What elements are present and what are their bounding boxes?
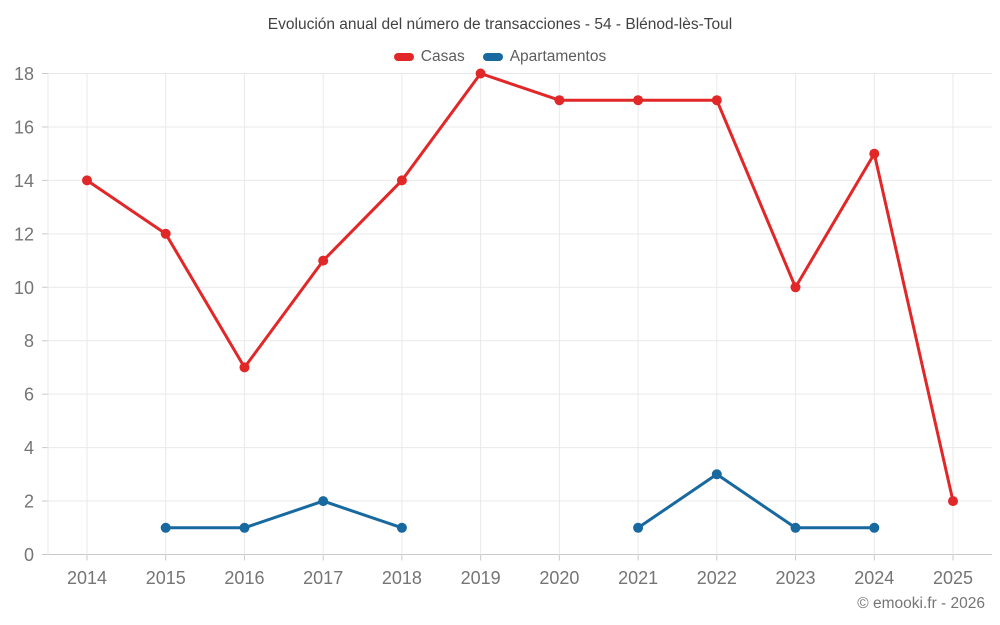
apartamentos-line: [164, 472, 876, 530]
casas-point-2017[interactable]: [318, 255, 329, 266]
casas-line: [85, 72, 955, 503]
casas-point-2018[interactable]: [396, 175, 407, 186]
legend-label-casas: Casas: [420, 48, 465, 65]
apartamentos-point-2024[interactable]: [869, 522, 880, 533]
x-axis-label: 2016: [224, 568, 264, 588]
x-axis-label: 2023: [776, 568, 816, 588]
copyright-text: © emooki.fr - 2026: [857, 595, 985, 612]
apartamentos-point-2021[interactable]: [633, 522, 644, 533]
apartamentos-point-2022[interactable]: [711, 469, 722, 480]
casas-point-2023[interactable]: [790, 282, 801, 293]
chart-legend: Casas Apartamentos: [0, 47, 1000, 67]
apartamentos-point-2018[interactable]: [396, 522, 407, 533]
x-axis-label: 2024: [854, 568, 894, 588]
apartamentos-point-2017[interactable]: [318, 496, 329, 507]
apartamentos-point-2015[interactable]: [160, 522, 171, 533]
casas-point-2022[interactable]: [711, 95, 722, 106]
casas-point-2014[interactable]: [82, 175, 92, 186]
y-axis-label: 8: [24, 331, 34, 351]
casas-swatch-icon: [393, 53, 414, 61]
casas-point-2016[interactable]: [239, 362, 250, 373]
casas-point-2024[interactable]: [869, 148, 880, 159]
x-axis-label: 2020: [539, 568, 579, 588]
casas-point-2019[interactable]: [475, 68, 486, 79]
x-axis-label: 2021: [618, 568, 658, 588]
x-axis-label: 2015: [146, 568, 186, 588]
x-axis-label: 2014: [67, 568, 107, 588]
y-axis-label: 18: [14, 64, 34, 84]
apartamentos-swatch-icon: [482, 53, 503, 61]
x-axis-label: 2025: [933, 568, 973, 588]
casas-point-2020[interactable]: [554, 95, 565, 106]
legend-item-casas[interactable]: Casas: [393, 48, 465, 66]
y-axis-label: 16: [14, 117, 34, 137]
casas-point-2025[interactable]: [948, 496, 958, 507]
chart-title: Evolución anual del número de transaccio…: [267, 16, 733, 33]
legend-item-apartamentos[interactable]: Apartamentos: [482, 48, 607, 66]
y-axis-label: 10: [14, 278, 34, 298]
x-axis-label: 2022: [697, 568, 737, 588]
casas-point-2021[interactable]: [633, 95, 644, 106]
y-axis-label: 0: [24, 545, 34, 565]
x-axis-label: 2018: [382, 568, 422, 588]
apartamentos-point-2016[interactable]: [239, 522, 250, 533]
x-axis-label: 2019: [461, 568, 501, 588]
y-axis-label: 4: [24, 438, 34, 458]
y-axis-label: 2: [24, 492, 34, 512]
y-axis-label: 12: [14, 224, 34, 244]
y-axis-label: 6: [24, 385, 34, 405]
x-axis-label: 2017: [303, 568, 343, 588]
casas-point-2015[interactable]: [160, 228, 171, 239]
apartamentos-point-2023[interactable]: [790, 522, 801, 533]
y-axis-label: 14: [14, 171, 34, 191]
legend-label-apartamentos: Apartamentos: [509, 48, 607, 65]
